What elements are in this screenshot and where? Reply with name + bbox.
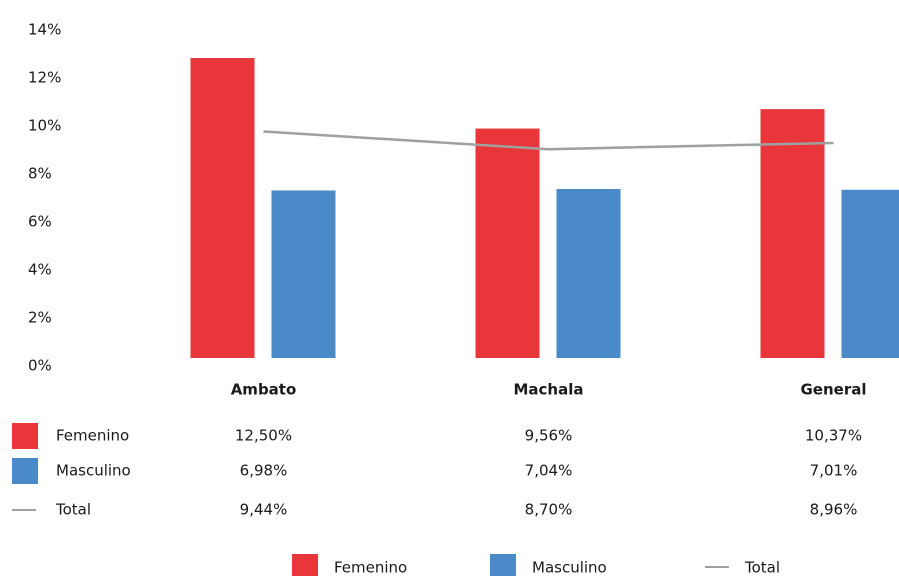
legend-label: Total (744, 559, 780, 576)
legend-label: Femenino (334, 559, 407, 576)
table-row-label: Femenino (56, 427, 129, 445)
table-value: 6,98% (240, 462, 288, 480)
table-swatch (12, 423, 38, 449)
category-label: General (801, 381, 867, 399)
category-label: Ambato (231, 381, 297, 399)
bar (556, 189, 621, 358)
table-swatch (12, 458, 38, 484)
y-tick-label: 0% (28, 357, 52, 375)
y-tick-label: 2% (28, 309, 52, 327)
bar (760, 109, 825, 359)
table-value: 9,44% (240, 501, 288, 519)
table-value: 7,01% (810, 462, 858, 480)
y-tick-label: 12% (28, 69, 61, 87)
y-tick-label: 6% (28, 213, 52, 231)
legend-swatch (490, 554, 516, 576)
bar (475, 128, 540, 358)
total-line (263, 130, 834, 151)
y-tick-label: 8% (28, 165, 52, 183)
table-value: 9,56% (525, 427, 573, 445)
bar (271, 190, 336, 358)
table-value: 7,04% (525, 462, 573, 480)
y-tick-label: 4% (28, 261, 52, 279)
bar (190, 58, 255, 358)
legend-label: Masculino (532, 559, 607, 576)
table-row-label: Total (55, 501, 91, 519)
table-value: 10,37% (805, 427, 862, 445)
legend-swatch (292, 554, 318, 576)
table-row-label: Masculino (56, 462, 131, 480)
table-value: 12,50% (235, 427, 292, 445)
table-value: 8,70% (525, 501, 573, 519)
y-tick-label: 10% (28, 117, 61, 135)
category-label: Machala (513, 381, 583, 399)
y-tick-label: 14% (28, 21, 61, 39)
table-value: 8,96% (810, 501, 858, 519)
bar (841, 189, 899, 358)
